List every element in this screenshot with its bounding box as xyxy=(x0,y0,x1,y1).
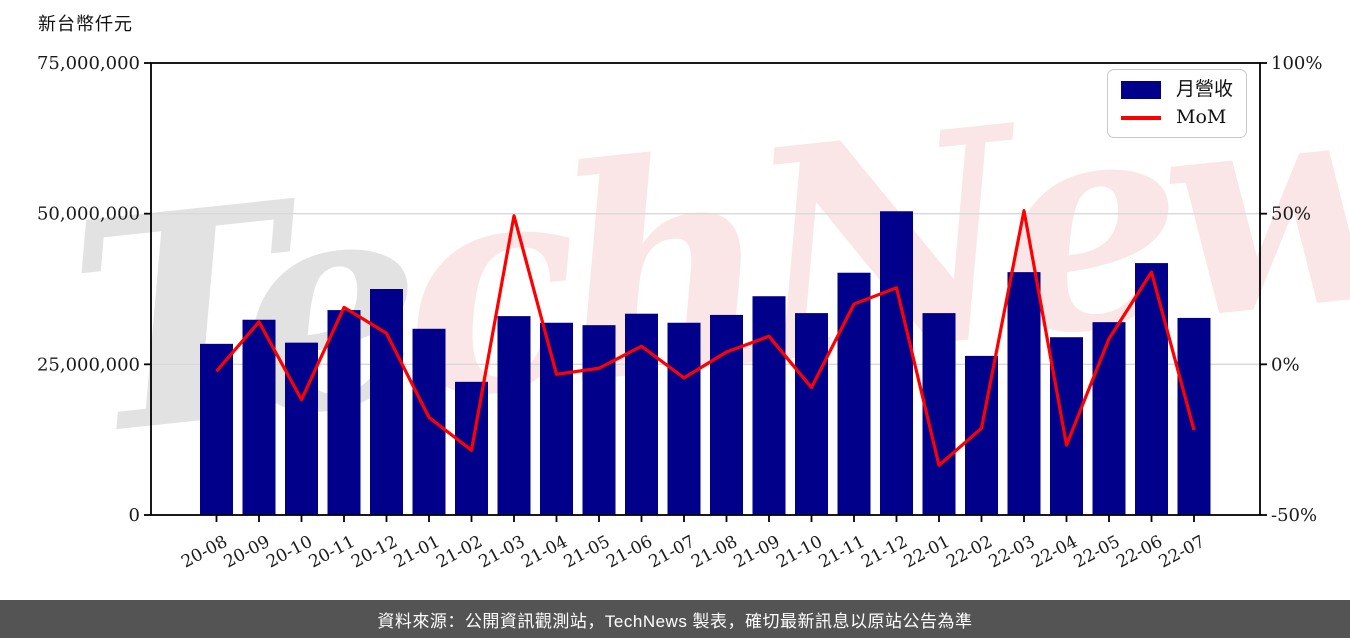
x-axis-tick-label: 20-08 xyxy=(178,532,231,573)
x-axis-tick-label: 22-02 xyxy=(943,532,996,573)
revenue-bar xyxy=(752,296,786,515)
x-axis-tick-label: 22-06 xyxy=(1113,532,1166,573)
x-axis-tick-label: 22-07 xyxy=(1156,532,1209,573)
revenue-bar xyxy=(285,342,318,515)
revenue-bar-swatch xyxy=(1121,80,1161,99)
revenue-bar xyxy=(1135,263,1168,515)
x-axis-tick-label: 21-01 xyxy=(391,532,444,573)
y-axis-left-tick-label: 0 xyxy=(129,505,140,526)
y-axis-right-tick-label: 100% xyxy=(1271,53,1322,74)
y-axis-right-tick-label: 0% xyxy=(1271,354,1300,375)
legend-box: 月營收 MoM xyxy=(1107,69,1248,138)
chart-canvas: 0 25,000,000 50,000,000 75,000,000 -50% 0% 50%… xyxy=(37,53,1323,573)
x-axis-tick-label: 20-11 xyxy=(306,532,359,573)
y-axis-right-tick-label: 50% xyxy=(1271,204,1311,225)
x-axis-tick-label: 20-12 xyxy=(348,532,401,573)
x-axis-tick-label: 21-04 xyxy=(518,532,571,573)
plot-border xyxy=(150,62,1261,516)
x-axis-tick-label: 21-10 xyxy=(773,532,826,573)
x-axis-tick-label: 20-10 xyxy=(263,532,316,573)
x-axis-tick-label: 21-03 xyxy=(476,532,529,573)
revenue-bar xyxy=(497,316,531,515)
revenue-bar xyxy=(837,272,871,515)
revenue-bar xyxy=(710,314,743,515)
revenue-bar xyxy=(965,355,998,515)
legend-row-mom: MoM xyxy=(1121,108,1233,127)
mom-line-swatch xyxy=(1121,115,1161,120)
revenue-bar xyxy=(200,343,233,515)
x-axis-tick-label: 21-12 xyxy=(858,532,911,573)
legend-label-revenue: 月營收 xyxy=(1176,78,1234,100)
legend-label-mom: MoM xyxy=(1176,106,1227,128)
x-axis-tick-label: 21-09 xyxy=(731,532,784,573)
mom-line xyxy=(215,209,1196,467)
revenue-bar xyxy=(582,325,616,515)
x-axis-tick-label: 22-05 xyxy=(1071,532,1124,573)
x-axis-tick-label: 22-01 xyxy=(901,532,954,573)
revenue-bar xyxy=(540,322,573,515)
revenue-bar xyxy=(880,211,913,516)
y-axis-left-tick-label: 75,000,000 xyxy=(37,53,140,74)
x-axis-tick-label: 21-02 xyxy=(433,532,486,573)
revenue-bar xyxy=(370,289,403,515)
x-axis-tick-label: 21-05 xyxy=(561,532,614,573)
x-axis-tick-label: 21-06 xyxy=(603,532,656,573)
footer-source-text: 資料來源：公開資訊觀測站，TechNews 製表，確切最新訊息以原站公告為準 xyxy=(377,611,973,631)
revenue-bar xyxy=(1177,317,1211,515)
x-axis-tick-label: 21-07 xyxy=(646,532,699,573)
revenue-bar xyxy=(1092,322,1126,515)
x-axis-tick-label: 21-11 xyxy=(816,532,869,573)
y-axis-left-tick-label: 50,000,000 xyxy=(37,204,140,225)
legend-row-revenue: 月營收 xyxy=(1121,80,1233,99)
y-axis-left-tick-label: 25,000,000 xyxy=(37,354,140,375)
footer-bar: 資料來源：公開資訊觀測站，TechNews 製表，確切最新訊息以原站公告為準 xyxy=(0,600,1350,638)
revenue-bar xyxy=(412,328,446,515)
revenue-bar xyxy=(1050,337,1083,515)
x-axis-tick-label: 21-08 xyxy=(688,532,741,573)
y-axis-right-tick-label: -50% xyxy=(1271,505,1317,526)
revenue-bar xyxy=(242,319,276,515)
x-axis-tick-label: 22-04 xyxy=(1028,532,1081,573)
left-axis-unit-label: 新台幣仟元 xyxy=(38,14,133,35)
x-axis-tick-label: 20-09 xyxy=(221,532,274,573)
revenue-bar xyxy=(327,310,361,515)
revenue-bar xyxy=(795,313,828,515)
revenue-bar xyxy=(1007,272,1041,515)
revenue-bar xyxy=(667,322,701,515)
revenue-bar xyxy=(625,313,658,515)
x-axis-tick-label: 22-03 xyxy=(986,532,1039,573)
